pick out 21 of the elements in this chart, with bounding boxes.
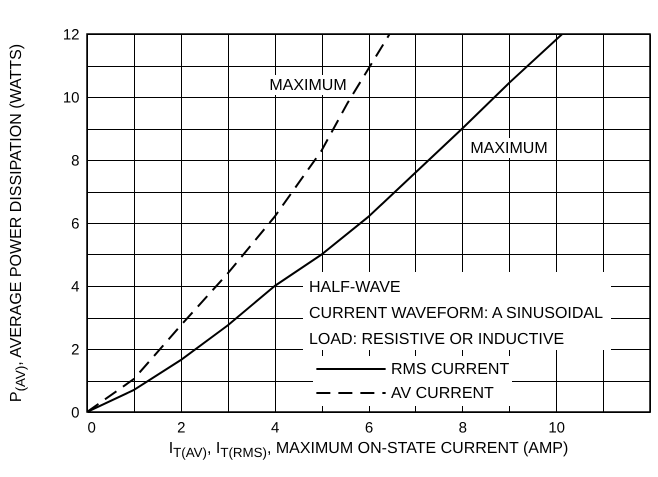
x-tick-label: 4 (270, 420, 280, 436)
x-tick-label: 2 (177, 420, 186, 436)
y-tick-label: 10 (62, 90, 80, 106)
y-tick-label: 2 (71, 342, 80, 358)
x-tick-label: 10 (548, 420, 566, 436)
annotation: CURRENT WAVEFORM: A SINUSOIDAL (309, 305, 604, 322)
legend-label: AV CURRENT (391, 385, 494, 402)
x-axis-title: I$_{T(AV)}$, I$_{T(RMS)}$, MAXIMUM ON-STATE CURRENT (AMP) (168, 440, 570, 460)
annotation: HALF-WAVE (309, 279, 401, 296)
annotation: MAXIMUM (470, 140, 548, 157)
annotation: LOAD: RESISTIVE OR INDUCTIVE (309, 331, 564, 348)
x-tick-label: 0 (88, 420, 96, 436)
x-tick-label: 8 (458, 420, 468, 436)
legend-label: RMS CURRENT (391, 361, 510, 378)
y-tick-label: 8 (71, 152, 80, 170)
y-tick-label: 12 (62, 26, 80, 44)
x-tick-label: 6 (364, 420, 374, 436)
y-tick-label: 6 (71, 216, 80, 232)
annotation: MAXIMUM (269, 77, 347, 94)
y-tick-label: 0 (71, 404, 80, 422)
y-tick-label: 4 (71, 278, 80, 296)
